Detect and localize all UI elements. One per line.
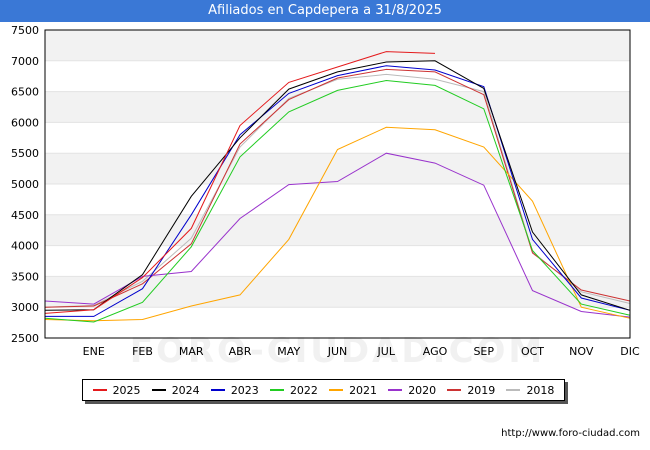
legend-item-2021: 2021 bbox=[329, 384, 377, 397]
series-line-2019 bbox=[44, 68, 631, 308]
series-line-2020 bbox=[44, 152, 631, 318]
series-line-2021 bbox=[44, 126, 631, 322]
legend-swatch bbox=[447, 389, 462, 391]
legend-item-2023: 2023 bbox=[210, 383, 259, 397]
x-tick-label: ENE bbox=[83, 345, 105, 358]
legend-swatch bbox=[210, 389, 225, 391]
legend-label: 2019 bbox=[467, 383, 496, 397]
x-tick-label: DIC bbox=[620, 345, 640, 358]
legend-item-2018: 2018 bbox=[506, 384, 554, 397]
chart-legend: 2025 2024 2023 2022 2021 2020 2019 2018 bbox=[82, 379, 565, 401]
y-tick-label: 3500 bbox=[11, 270, 39, 283]
x-tick-label: MAR bbox=[179, 345, 204, 358]
y-tick-label: 5000 bbox=[11, 178, 39, 191]
legend-swatch bbox=[92, 389, 107, 391]
legend-item-2020: 2020 bbox=[388, 384, 436, 397]
source-credit: http://www.foro-ciudad.com bbox=[501, 428, 640, 439]
legend-item-2022: 2022 bbox=[269, 383, 318, 397]
legend-label: 2020 bbox=[408, 383, 437, 397]
y-tick-label: 3000 bbox=[11, 301, 39, 314]
grid-band bbox=[45, 91, 630, 123]
x-tick-label: FEB bbox=[132, 345, 153, 358]
y-tick-label: 7500 bbox=[11, 24, 39, 37]
legend-label: 2022 bbox=[289, 383, 318, 397]
legend-swatch bbox=[329, 389, 344, 391]
legend-swatch bbox=[388, 389, 403, 391]
y-tick-label: 5500 bbox=[11, 147, 39, 160]
grid-band bbox=[45, 153, 630, 184]
series-line-2024 bbox=[44, 60, 631, 311]
y-tick-label: 4500 bbox=[11, 209, 39, 222]
y-tick-label: 6500 bbox=[11, 86, 39, 99]
legend-label: 2021 bbox=[349, 383, 378, 397]
x-tick-label: MAY bbox=[277, 345, 300, 358]
grid-band bbox=[45, 214, 630, 246]
grid-band bbox=[45, 30, 630, 61]
x-tick-label: ABR bbox=[229, 345, 252, 358]
x-tick-label: OCT bbox=[521, 345, 544, 358]
x-tick-label: AGO bbox=[423, 345, 448, 358]
y-tick-label: 2500 bbox=[11, 332, 39, 345]
legend-label: 2025 bbox=[112, 383, 141, 397]
y-tick-label: 6000 bbox=[11, 116, 39, 129]
chart-title: Afiliados en Capdepera a 31/8/2025 bbox=[0, 0, 650, 22]
series-line-2022 bbox=[44, 79, 631, 323]
legend-swatch bbox=[151, 389, 166, 391]
legend-item-2025: 2025 bbox=[92, 383, 141, 397]
series-line-2023 bbox=[45, 65, 631, 317]
legend-label: 2023 bbox=[230, 383, 259, 397]
legend-item-2019: 2019 bbox=[447, 384, 495, 397]
legend-label: 2024 bbox=[171, 383, 200, 397]
x-tick-label: NOV bbox=[569, 345, 594, 358]
legend-item-2024: 2024 bbox=[151, 383, 200, 397]
legend-swatch bbox=[269, 389, 284, 391]
plot-frame bbox=[44, 29, 631, 339]
legend-label: 2018 bbox=[526, 383, 555, 397]
x-tick-label: JUN bbox=[327, 345, 348, 358]
series-line-2025 bbox=[44, 51, 436, 314]
x-tick-label: JUL bbox=[377, 345, 396, 358]
y-tick-label: 7000 bbox=[11, 55, 39, 68]
x-tick-label: SEP bbox=[473, 345, 494, 358]
y-tick-label: 4000 bbox=[11, 240, 39, 253]
legend-swatch bbox=[506, 389, 521, 391]
